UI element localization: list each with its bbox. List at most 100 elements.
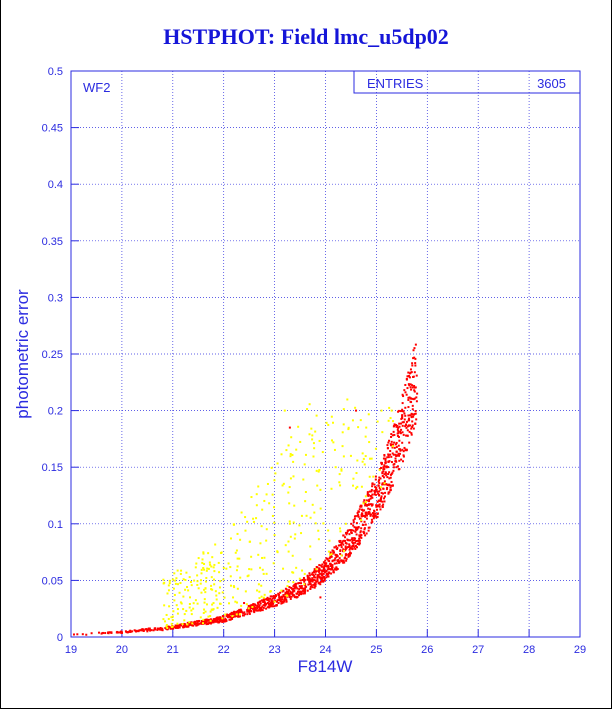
data-point (368, 500, 371, 503)
data-point (394, 443, 397, 446)
data-point (376, 490, 379, 493)
data-point (205, 580, 208, 583)
data-point (257, 603, 260, 606)
data-point (235, 569, 238, 572)
data-point (380, 495, 383, 498)
data-point (388, 471, 391, 474)
data-point (239, 576, 242, 579)
data-point (416, 392, 419, 395)
data-point (407, 398, 410, 401)
data-point (185, 571, 188, 574)
data-point (410, 415, 413, 418)
data-point (246, 610, 249, 613)
y-tick-labels: 0 0.05 0.1 0.15 0.2 0.25 0.3 0.35 0.4 0.45 0.5 (42, 66, 63, 644)
data-point (203, 588, 206, 591)
data-point (272, 595, 275, 598)
data-point (414, 343, 417, 346)
data-point (228, 602, 231, 605)
data-point (338, 557, 341, 560)
chart-title: HSTPHOT: Field lmc_u5dp02 (163, 24, 449, 49)
data-point (282, 594, 285, 597)
data-point (196, 583, 199, 586)
data-point (401, 448, 404, 451)
data-point (277, 598, 280, 601)
data-point (315, 414, 318, 417)
data-point (371, 520, 374, 523)
data-point (297, 425, 300, 428)
data-point (405, 426, 408, 429)
data-point (258, 601, 261, 604)
data-point (252, 517, 255, 520)
data-point (397, 452, 400, 455)
data-point (386, 486, 389, 489)
data-point (311, 571, 314, 574)
data-point (240, 609, 243, 612)
data-point (399, 430, 402, 433)
data-point (237, 614, 240, 617)
data-point (355, 526, 358, 529)
data-point (346, 530, 349, 533)
data-point (361, 452, 364, 455)
data-point (270, 603, 273, 606)
data-point (287, 550, 290, 553)
data-point (321, 563, 324, 566)
data-point (337, 558, 340, 561)
data-point (401, 424, 404, 427)
data-point (318, 570, 321, 573)
data-point (339, 484, 342, 487)
x-tick-label: 21 (167, 644, 179, 656)
data-point (373, 509, 376, 512)
data-point (277, 602, 280, 605)
data-point (229, 566, 232, 569)
data-point (195, 624, 198, 627)
data-point (256, 589, 259, 592)
data-point (318, 439, 321, 442)
data-point (378, 490, 381, 493)
data-point (269, 595, 272, 598)
data-point (371, 496, 374, 499)
data-point (363, 527, 366, 530)
data-point (406, 434, 409, 437)
data-point (398, 454, 401, 457)
data-point (410, 412, 413, 415)
data-point (310, 573, 313, 576)
data-point (358, 543, 361, 546)
data-point (340, 560, 343, 563)
data-point (411, 364, 414, 367)
data-point (296, 587, 299, 590)
data-point (255, 609, 258, 612)
data-point (327, 564, 330, 567)
data-point (253, 603, 256, 606)
data-point (395, 441, 398, 444)
data-point (388, 477, 391, 480)
data-point (352, 521, 355, 524)
data-point (385, 488, 388, 491)
x-tick-label: 24 (319, 644, 331, 656)
data-point (191, 622, 194, 625)
data-point (289, 452, 292, 455)
data-point (373, 493, 376, 496)
data-point (142, 629, 145, 632)
data-point (253, 608, 256, 611)
data-point (390, 455, 393, 458)
data-point (300, 590, 303, 593)
data-point (338, 473, 341, 476)
data-point (288, 594, 291, 597)
data-point (395, 446, 398, 449)
data-point (325, 570, 328, 573)
data-point (271, 601, 274, 604)
data-point (373, 483, 376, 486)
data-point (413, 390, 416, 393)
data-point (414, 386, 417, 389)
data-point (414, 364, 417, 367)
data-point (188, 606, 191, 609)
y-axis-label: photometric error (13, 289, 32, 419)
data-point (368, 526, 371, 529)
data-point (342, 561, 345, 564)
data-point (209, 619, 212, 622)
data-point (356, 514, 359, 517)
data-point (311, 580, 314, 583)
data-point (313, 568, 316, 571)
data-point (192, 607, 195, 610)
data-point (350, 538, 353, 541)
